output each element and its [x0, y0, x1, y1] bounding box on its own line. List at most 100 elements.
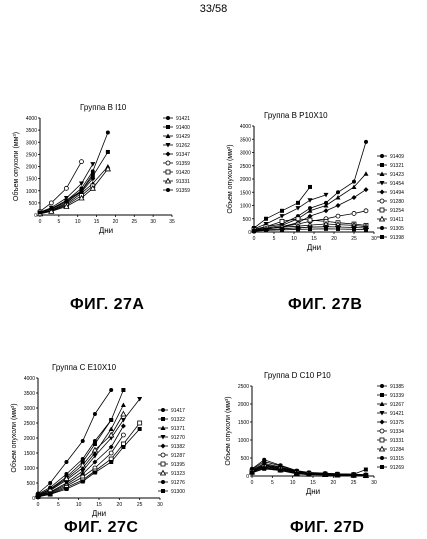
data-point	[351, 473, 356, 478]
legend-label: 91280	[390, 199, 404, 205]
legend-marker	[159, 469, 167, 476]
series-9	[36, 427, 142, 499]
series-7	[36, 165, 112, 217]
legend-marker	[379, 419, 385, 425]
y-tick-label: 1500	[26, 177, 37, 183]
y-tick-label: 1000	[240, 204, 251, 210]
legend-item: 91262	[163, 143, 190, 149]
x-tick-label: 15	[94, 219, 100, 225]
data-point	[105, 130, 110, 135]
y-axis-label: Объем опухоли (мм³)	[10, 403, 18, 472]
legend-marker	[380, 235, 384, 239]
y-axis-label: Объем опухоли (мм³)	[226, 144, 234, 213]
data-point	[307, 217, 313, 223]
data-point	[92, 454, 98, 459]
legend-label: 91262	[176, 143, 190, 149]
legend-marker	[380, 456, 384, 460]
legend-item: 91421	[163, 116, 190, 122]
data-point	[89, 185, 96, 191]
legend-label: 91398	[390, 235, 404, 241]
data-point	[364, 139, 368, 144]
figure-27d: Группа D C10 P10 0 500 1000 1500 2000 2500 0 5 10…	[214, 366, 427, 496]
y-tick-label: 3000	[24, 406, 35, 412]
data-point	[64, 198, 69, 203]
x-tick-label: 10	[290, 480, 296, 486]
legend-marker	[378, 445, 386, 452]
figure-caption-27d: ФИГ. 27D	[290, 519, 365, 536]
legend-label: 91284	[390, 447, 404, 453]
y-tick-label: 3000	[240, 151, 251, 157]
y-tick-label: 2500	[238, 384, 249, 390]
legend-item: 91454	[377, 181, 404, 187]
data-point	[323, 472, 328, 477]
data-point	[64, 460, 69, 464]
series-3	[35, 397, 143, 498]
legend-marker	[379, 181, 385, 186]
data-point	[92, 412, 97, 416]
series-9	[252, 226, 368, 234]
legend-label: 91276	[171, 480, 185, 486]
figure-caption-27b: ФИГ. 27В	[288, 296, 363, 313]
y-tick-label: 2000	[240, 177, 251, 183]
x-tick-label: 25	[351, 480, 357, 486]
y-tick-label: 1500	[238, 420, 249, 426]
legend-marker	[380, 226, 384, 230]
legend-item: 91385	[377, 384, 404, 390]
data-point	[121, 432, 126, 438]
y-tick-label: 2000	[26, 165, 37, 171]
series-line	[37, 428, 140, 498]
chart-27b: Группа B P10X10 0 500 1000 1500 2000 2500 3000 3…	[226, 111, 404, 252]
chart-27c: Группа C E10X10 0 500 1000 1500 2000 2500 3000 3…	[10, 363, 185, 518]
legend-marker	[378, 215, 386, 222]
series-2	[37, 164, 111, 216]
data-point	[323, 208, 329, 214]
chart-title: Группа D C10 P10	[264, 371, 331, 380]
legend-label: 91321	[390, 163, 404, 169]
legend-item: 91429	[163, 133, 190, 140]
data-point	[80, 479, 85, 484]
legend-label: 91429	[176, 134, 190, 140]
legend-marker	[379, 189, 385, 195]
data-point	[324, 226, 328, 231]
x-tick-label: 20	[331, 480, 337, 486]
legend-label: 91300	[171, 489, 185, 495]
data-point	[48, 208, 55, 214]
series-0	[36, 388, 114, 496]
legend-label: 91409	[390, 154, 404, 160]
data-point	[64, 472, 69, 476]
legend-label: 91385	[390, 384, 404, 390]
data-point	[108, 426, 114, 431]
x-tick-label: 35	[169, 219, 175, 225]
legend-label: 91254	[390, 208, 404, 214]
data-point	[92, 470, 97, 475]
legend-label: 91322	[171, 417, 185, 423]
data-point	[80, 469, 86, 474]
data-point	[308, 206, 312, 211]
data-point	[295, 216, 301, 222]
figure-caption-27a: ФИГ. 27А	[70, 296, 145, 313]
legend-label: 91315	[390, 456, 404, 462]
legend-label: 91305	[390, 226, 404, 232]
legend-item: 91300	[158, 489, 185, 495]
legend-item: 91417	[158, 408, 185, 414]
legend-label: 91331	[390, 438, 404, 444]
legend-label: 91395	[171, 462, 185, 468]
data-point	[324, 200, 328, 205]
data-point	[336, 190, 340, 195]
data-point	[80, 439, 85, 443]
data-point	[108, 444, 114, 450]
y-axis-label: Объем опухоли (мм³)	[12, 132, 20, 201]
legend-label: 91420	[176, 170, 190, 176]
data-point	[296, 227, 300, 232]
chart-title: Группа B P10X10	[264, 111, 328, 120]
legend-item: 91305	[377, 226, 404, 232]
legend-label: 91270	[171, 435, 185, 441]
legend-item: 91334	[377, 428, 404, 435]
data-point	[351, 184, 357, 189]
data-point	[121, 388, 126, 392]
data-point	[336, 226, 340, 231]
data-point	[121, 445, 126, 449]
data-point	[49, 206, 54, 211]
legend-marker	[160, 443, 166, 449]
y-tick-label: 0	[34, 213, 37, 219]
